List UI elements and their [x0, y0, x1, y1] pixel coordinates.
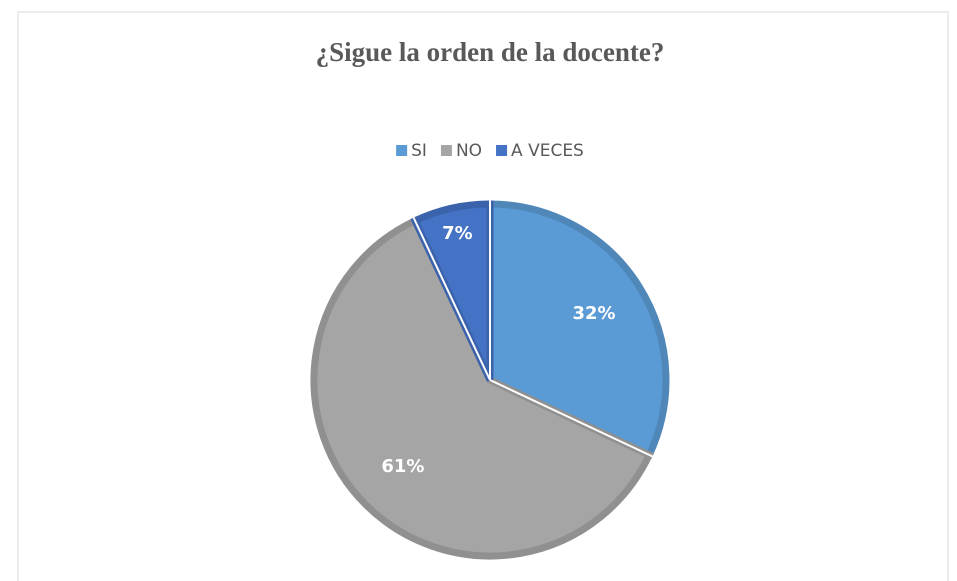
legend: SI NO A VECES	[396, 141, 584, 161]
legend-label: A VECES	[511, 141, 584, 161]
legend-swatch	[496, 145, 508, 156]
data-label: 61%	[381, 456, 424, 477]
pie	[310, 200, 670, 560]
slice-separator	[412, 216, 491, 381]
data-labels: 32% 61% 7%	[381, 223, 615, 477]
slice-separator	[489, 379, 654, 458]
pie-slice	[310, 216, 654, 560]
chart-frame	[17, 11, 949, 581]
pie-slice	[486, 200, 670, 460]
chart-title: ¿Sigue la orden de la docente?	[316, 37, 665, 67]
legend-swatch	[396, 145, 408, 156]
data-label: 7%	[442, 223, 473, 244]
legend-swatch	[440, 145, 452, 156]
legend-label: SI	[411, 141, 427, 161]
legend-label: NO	[456, 141, 482, 161]
data-label: 32%	[572, 303, 615, 324]
